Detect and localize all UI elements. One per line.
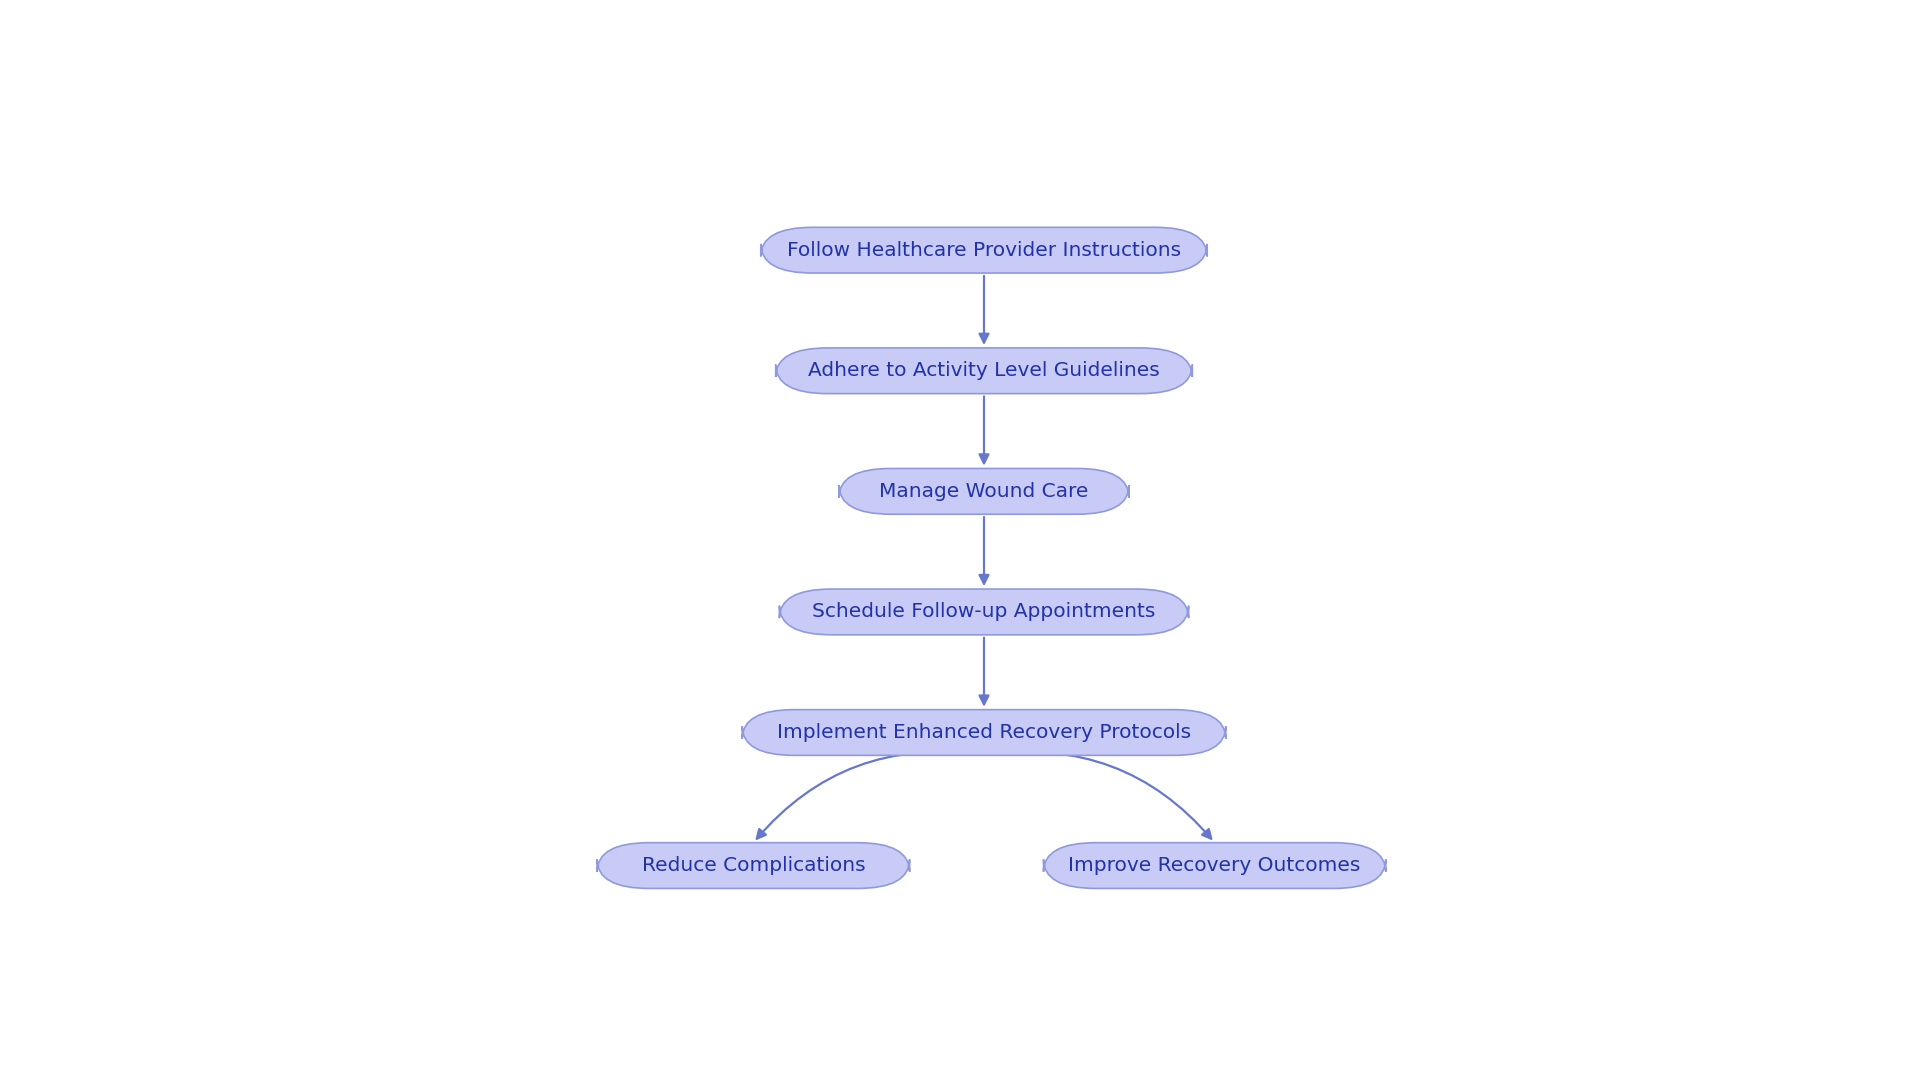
Text: Follow Healthcare Provider Instructions: Follow Healthcare Provider Instructions [787,241,1181,259]
FancyBboxPatch shape [1044,842,1386,889]
FancyBboxPatch shape [743,710,1225,755]
Text: Implement Enhanced Recovery Protocols: Implement Enhanced Recovery Protocols [778,723,1190,742]
Text: Adhere to Activity Level Guidelines: Adhere to Activity Level Guidelines [808,362,1160,380]
Text: Schedule Follow-up Appointments: Schedule Follow-up Appointments [812,603,1156,621]
FancyBboxPatch shape [597,842,910,889]
FancyBboxPatch shape [839,469,1129,514]
Text: Manage Wound Care: Manage Wound Care [879,482,1089,501]
FancyBboxPatch shape [760,227,1208,273]
FancyBboxPatch shape [780,589,1188,635]
FancyBboxPatch shape [776,348,1192,393]
Text: Reduce Complications: Reduce Complications [641,856,866,875]
Text: Improve Recovery Outcomes: Improve Recovery Outcomes [1068,856,1361,875]
